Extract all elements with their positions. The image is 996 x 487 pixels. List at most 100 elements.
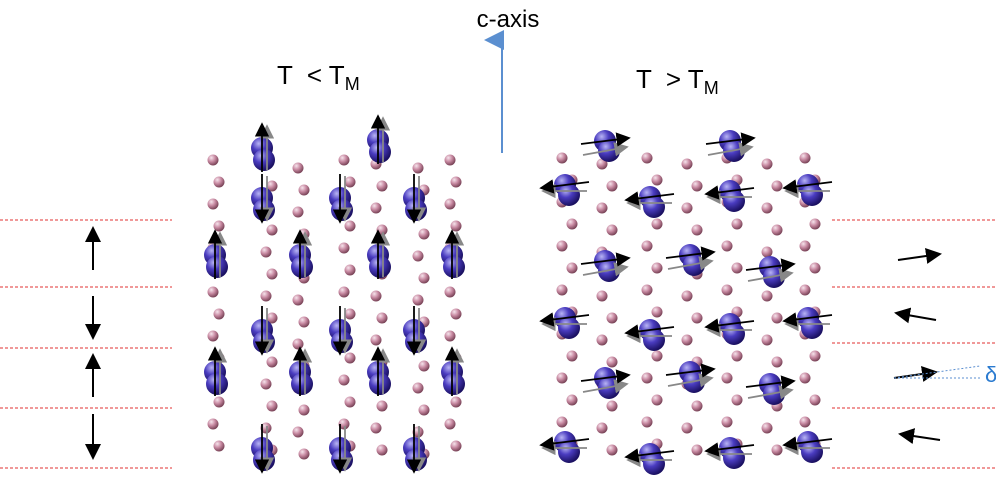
axis-label: c-axis: [477, 6, 540, 33]
moment-arrow: [894, 307, 937, 324]
pink-atom: [292, 162, 304, 174]
blue-atom: [405, 449, 427, 471]
spin-arrow: [539, 436, 590, 451]
pink-atom: [761, 334, 773, 346]
spin-arrow: [624, 448, 675, 463]
pink-atom: [412, 382, 424, 394]
pink-atom: [691, 224, 703, 236]
spin-arrow: [745, 258, 796, 273]
pink-atom: [596, 422, 608, 434]
blue-atom: [723, 323, 745, 345]
blue-atom: [253, 449, 275, 471]
pink-atom: [213, 176, 225, 188]
spin-arrow: [782, 312, 833, 327]
blue-atom: [291, 373, 313, 395]
blue-atom: [206, 256, 228, 278]
pink-atom: [651, 394, 663, 406]
pink-atom: [298, 448, 310, 460]
pink-atom: [691, 400, 703, 412]
blue-atom: [643, 453, 665, 475]
pink-atom: [260, 290, 272, 302]
pink-atom: [596, 290, 608, 302]
pink-atom: [731, 350, 743, 362]
pink-atom: [799, 240, 811, 252]
pink-atom: [344, 176, 356, 188]
pink-atom: [651, 174, 663, 186]
pink-atom: [376, 180, 388, 192]
pink-atom: [412, 250, 424, 262]
pink-atom: [606, 356, 618, 368]
angle-ref: [893, 365, 981, 379]
pink-atom: [412, 294, 424, 306]
pink-atom: [260, 246, 272, 258]
pink-atom: [444, 286, 456, 298]
pink-atom: [731, 262, 743, 274]
pink-atom: [266, 268, 278, 280]
blue-atom: [405, 331, 427, 353]
pink-atom: [444, 154, 456, 166]
pink-atom: [799, 372, 811, 384]
pink-atom: [344, 264, 356, 276]
pink-atom: [641, 284, 653, 296]
pink-atom: [444, 418, 456, 430]
pink-atom: [651, 350, 663, 362]
spin-arrow: [582, 142, 629, 157]
pink-atom: [681, 334, 693, 346]
pink-atom: [606, 180, 618, 192]
pink-atom: [761, 246, 773, 258]
pink-atom: [207, 418, 219, 430]
pink-atom: [376, 312, 388, 324]
pink-atom: [556, 152, 568, 164]
pink-atom: [556, 240, 568, 252]
pink-atom: [681, 202, 693, 214]
moment-arrow: [897, 248, 942, 264]
pink-atom: [566, 262, 578, 274]
blue-atom: [405, 199, 427, 221]
pink-atom: [691, 312, 703, 324]
pink-atom: [376, 444, 388, 456]
blue-atom: [206, 373, 228, 395]
blue-atom: [801, 441, 823, 463]
pink-atom: [207, 286, 219, 298]
blue-atom: [558, 441, 580, 463]
pink-atom: [266, 356, 278, 368]
pink-atom: [418, 404, 430, 416]
pink-atom: [641, 240, 653, 252]
blue-atom: [253, 199, 275, 221]
pink-atom: [596, 202, 608, 214]
left-label-main: T < T: [277, 60, 345, 90]
pink-atom: [771, 356, 783, 368]
spin-arrow: [704, 442, 755, 457]
pink-atom: [731, 394, 743, 406]
pink-atom: [771, 224, 783, 236]
pink-atom: [761, 290, 773, 302]
pink-atom: [292, 338, 304, 350]
pink-atom: [596, 158, 608, 170]
blue-atom: [253, 331, 275, 353]
pink-atom: [292, 294, 304, 306]
spin-arrow: [582, 379, 629, 394]
pink-atom: [641, 416, 653, 428]
pink-atom: [370, 290, 382, 302]
pink-atom: [809, 350, 821, 362]
pink-atom: [344, 352, 356, 364]
pink-atom: [799, 152, 811, 164]
blue-atom: [801, 184, 823, 206]
pink-atom: [266, 400, 278, 412]
pink-atom: [809, 218, 821, 230]
pink-atom: [450, 440, 462, 452]
pink-atom: [721, 372, 733, 384]
pink-atom: [691, 180, 703, 192]
spin-arrow: [665, 246, 716, 261]
pink-atom: [799, 284, 811, 296]
pink-atom: [681, 158, 693, 170]
spin-arrow: [539, 179, 590, 194]
pink-atom: [556, 416, 568, 428]
blue-atom: [331, 199, 353, 221]
spin-arrow: [580, 132, 631, 147]
pink-atom: [260, 378, 272, 390]
spin-arrow: [704, 185, 755, 200]
pink-atom: [606, 444, 618, 456]
pink-atom: [761, 202, 773, 214]
blue-atom: [643, 196, 665, 218]
